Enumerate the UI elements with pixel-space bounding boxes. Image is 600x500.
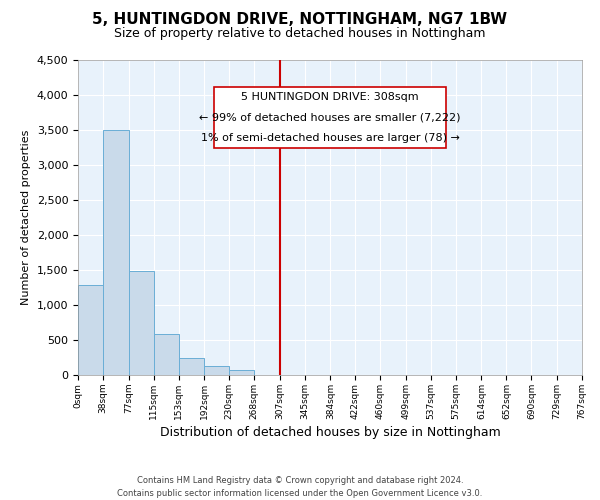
X-axis label: Distribution of detached houses by size in Nottingham: Distribution of detached houses by size … bbox=[160, 426, 500, 439]
Text: ← 99% of detached houses are smaller (7,222): ← 99% of detached houses are smaller (7,… bbox=[199, 112, 461, 122]
Bar bbox=[229, 370, 254, 375]
Text: Size of property relative to detached houses in Nottingham: Size of property relative to detached ho… bbox=[114, 28, 486, 40]
Bar bbox=[204, 366, 229, 375]
Bar bbox=[154, 334, 179, 375]
Bar bbox=[103, 130, 128, 375]
Bar bbox=[179, 358, 204, 375]
Y-axis label: Number of detached properties: Number of detached properties bbox=[21, 130, 31, 305]
Text: Contains HM Land Registry data © Crown copyright and database right 2024.
Contai: Contains HM Land Registry data © Crown c… bbox=[118, 476, 482, 498]
Bar bbox=[128, 272, 154, 375]
Text: 5 HUNTINGDON DRIVE: 308sqm: 5 HUNTINGDON DRIVE: 308sqm bbox=[241, 92, 419, 102]
Bar bbox=[78, 286, 103, 375]
Text: 5, HUNTINGDON DRIVE, NOTTINGHAM, NG7 1BW: 5, HUNTINGDON DRIVE, NOTTINGHAM, NG7 1BW bbox=[92, 12, 508, 28]
FancyBboxPatch shape bbox=[214, 87, 446, 148]
Text: 1% of semi-detached houses are larger (78) →: 1% of semi-detached houses are larger (7… bbox=[200, 133, 460, 143]
